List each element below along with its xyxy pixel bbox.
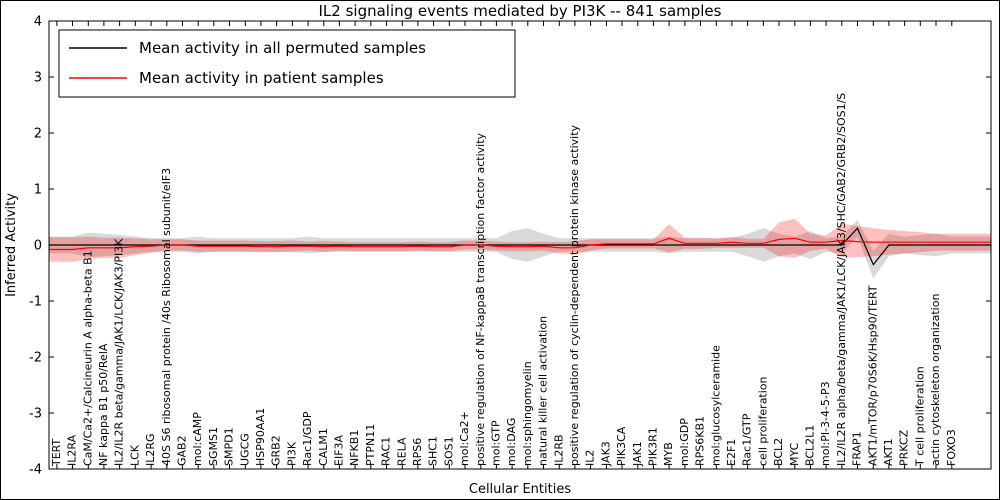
x-tick-label: mol:PI-3-4-5-P3 [819, 381, 832, 466]
x-tick-label: JAK1 [631, 441, 644, 467]
x-tick-label: SMPD1 [223, 427, 236, 466]
x-tick-label: 40S S6 ribosomal protein /40s Ribosomal … [160, 168, 173, 466]
x-tick-label: TERT [50, 438, 63, 467]
x-tick-label: RPS6 [411, 438, 424, 466]
x-tick-label: Rac1/GDP [301, 411, 314, 466]
chart-title: IL2 signaling events mediated by PI3K --… [319, 2, 722, 20]
x-tick-label: LCK [128, 444, 141, 466]
x-tick-label: mol:cAMP [191, 412, 204, 466]
legend-box [58, 29, 516, 98]
x-tick-label: MYC [788, 442, 801, 466]
y-tick-label: -2 [29, 351, 42, 366]
x-tick-label: SHC1 [427, 436, 440, 466]
x-tick-label: SOS1 [442, 436, 455, 466]
x-tick-label: mol:Ca2+ [458, 411, 471, 466]
x-tick-label: JAK3 [599, 441, 612, 467]
x-tick-label: mol:sphingomyelin [521, 361, 534, 466]
x-tick-label: E2F1 [725, 439, 738, 466]
x-tick-label: AKT1/mTOR/p70S6K/Hsp90/TERT [866, 285, 879, 466]
y-tick-label: 3 [34, 71, 42, 86]
x-tick-label: positive regulation of cyclin-dependent … [568, 124, 581, 466]
y-tick-label: 4 [34, 15, 42, 30]
x-tick-label: RELA [395, 437, 408, 466]
x-tick-label: IL2 [584, 450, 597, 466]
x-tick-label: positive regulation of NF-kappaB transcr… [474, 132, 487, 466]
y-tick-label: -4 [29, 463, 42, 478]
x-tick-label: BCL2L1 [803, 425, 816, 466]
y-tick-label: -1 [29, 295, 42, 310]
patient-band [49, 218, 991, 262]
x-axis-label: Cellular Entities [469, 482, 571, 497]
x-tick-label: PTPN11 [364, 424, 377, 466]
x-tick-label: PIK3R1 [646, 427, 659, 466]
x-tick-label: SGMS1 [207, 427, 220, 466]
x-tick-label: IL2RG [144, 433, 157, 466]
x-tick-label: natural killer cell activation [537, 316, 550, 466]
x-tick-label: MYB [662, 442, 675, 466]
x-tick-label: HSP90AA1 [254, 408, 267, 466]
x-tick-label: AKT1 [882, 438, 895, 466]
x-tick-label: GRB2 [270, 435, 283, 466]
x-tick-label: IL2/IL2R beta/gamma/JAK1/LCK/JAK3/PI3K [113, 238, 126, 466]
x-tick-label: BCL2 [772, 438, 785, 466]
legend-label-patient: Mean activity in patient samples [139, 69, 384, 87]
x-tick-label: FRAP1 [851, 431, 864, 466]
permuted-mean-line [49, 227, 991, 266]
x-tick-label: EIF3A [332, 434, 345, 466]
legend-label-permuted: Mean activity in all permuted samples [139, 39, 426, 57]
x-tick-label: PIK3CA [615, 426, 628, 466]
x-tick-label: RAC1 [380, 437, 393, 466]
x-tick-label: NFKB1 [348, 430, 361, 466]
y-tick-label: -3 [29, 407, 42, 422]
x-tick-label: Rac1/GTP [741, 413, 754, 466]
x-tick-label: cell proliferation [756, 376, 769, 466]
legend: Mean activity in all permuted samples Me… [58, 29, 516, 98]
x-tick-label: mol:glucosylceramide [709, 345, 722, 466]
x-tick-label: IL2RA [66, 434, 79, 466]
x-tick-label: IL2RB [552, 434, 565, 466]
x-tick-label: T cell proliferation [913, 366, 926, 467]
x-tick-label: CALM1 [317, 428, 330, 466]
x-tick-label: IL2/IL2R alpha/beta/gamma/JAK1/LCK/JAK3/… [835, 93, 848, 466]
x-tick-label: CaM/Ca2+/Calcineurin A alpha-beta B1 [81, 250, 94, 466]
x-tick-label: PI3K [285, 441, 298, 466]
x-tick-label: mol:DAG [505, 418, 518, 466]
x-tick-label: GAB2 [175, 435, 188, 466]
y-tick-label: 2 [34, 127, 42, 142]
x-tick-label: PRKCZ [898, 429, 911, 466]
x-tick-label: FOXO3 [945, 429, 958, 466]
y-tick-label: 0 [34, 239, 42, 254]
x-tick-label: NF kappa B1 p50/RelA [97, 343, 110, 466]
y-axis-label: Inferred Activity [4, 193, 19, 297]
x-tick-label: mol:GDP [678, 418, 691, 466]
x-tick-label: UGCG [238, 433, 251, 466]
plot-area: -4 -3 -2 -1 0 1 2 3 4 TERT IL2RA CaM/Ca2+/Calcineur… [29, 15, 992, 478]
x-tick-label: mol:GTP [489, 420, 502, 466]
x-tick-label: actin cytoskeleton organization [929, 294, 942, 466]
x-tick-label: RPS6KB1 [694, 416, 707, 466]
permuted-band [49, 219, 991, 279]
patient-mean-line [49, 237, 991, 251]
y-tick-label: 1 [34, 183, 42, 198]
